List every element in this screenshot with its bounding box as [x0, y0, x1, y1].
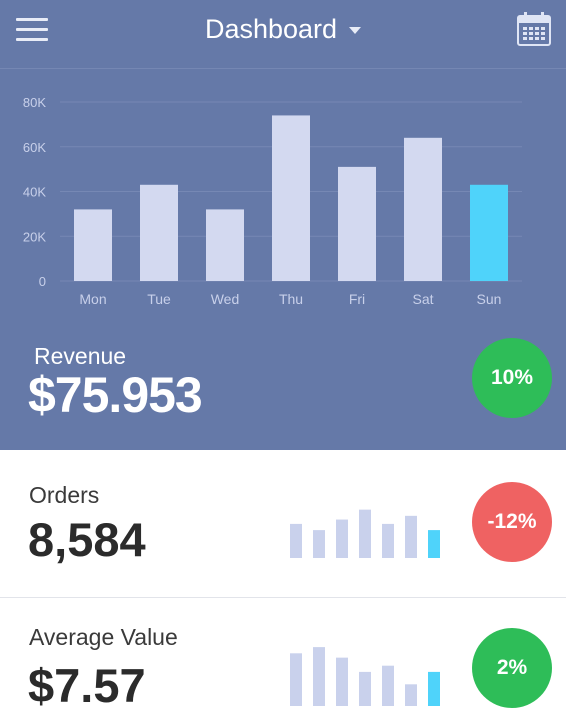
- average-value-trend-bar: [313, 647, 325, 706]
- y-tick-label: 80K: [23, 95, 46, 110]
- x-tick-label: Sun: [477, 291, 502, 307]
- x-tick-label: Fri: [349, 291, 365, 307]
- average-value-label: Average Value: [29, 624, 178, 650]
- average-value-card[interactable]: Average Value $7.57 2%: [0, 598, 566, 719]
- x-tick-label: Wed: [211, 291, 240, 307]
- average-value-trend-bar: [290, 653, 302, 706]
- average-value-trend-bar: [359, 671, 371, 706]
- hamburger-menu-icon[interactable]: [16, 16, 48, 44]
- bar-sat[interactable]: [404, 137, 442, 281]
- orders-trend-bar: [428, 530, 440, 558]
- average-value-trend-bar: [428, 671, 440, 706]
- orders-trend-sparkbars: [290, 509, 440, 558]
- orders-change-badge: -12%: [472, 482, 552, 562]
- divider: [0, 597, 566, 598]
- orders-trend-bar: [290, 523, 302, 558]
- orders-trend-bar: [359, 509, 371, 558]
- bar-mon[interactable]: [74, 209, 112, 281]
- orders-card[interactable]: Orders 8,584 -12%: [0, 450, 566, 597]
- average-value-trend-bar: [405, 684, 417, 706]
- bar-sun[interactable]: [470, 184, 508, 281]
- y-tick-label: 60K: [23, 140, 46, 155]
- revenue-label: Revenue: [34, 343, 127, 369]
- top-bar: Dashboard: [0, 0, 566, 69]
- orders-label: Orders: [29, 482, 100, 508]
- orders-trend-bar: [336, 519, 348, 558]
- page-title: Dashboard: [204, 14, 338, 44]
- x-tick-label: Thu: [279, 291, 303, 307]
- orders-trend-bar: [382, 523, 394, 558]
- orders-trend-bar: [313, 530, 325, 558]
- bar-thu[interactable]: [272, 115, 310, 281]
- average-value-trend-bar: [336, 657, 348, 706]
- orders-trend-bar: [405, 515, 417, 558]
- bar-tue[interactable]: [140, 184, 178, 281]
- dashboard-title-dropdown[interactable]: Dashboard: [204, 14, 362, 45]
- calendar-icon[interactable]: [516, 11, 552, 47]
- average-value-trend-bar: [382, 665, 394, 706]
- y-tick-label: 40K: [23, 185, 46, 200]
- y-tick-label: 20K: [23, 229, 46, 244]
- bar-wed[interactable]: [206, 209, 244, 281]
- revenue-value: $75.953: [28, 367, 203, 423]
- caret-down-icon: [349, 27, 362, 35]
- x-tick-label: Sat: [412, 291, 433, 307]
- x-tick-label: Mon: [79, 291, 106, 307]
- average-value-trend-sparkbars: [290, 647, 440, 706]
- x-tick-label: Tue: [147, 291, 171, 307]
- bar-fri[interactable]: [338, 166, 376, 281]
- revenue-panel: Dashboard 80K 60K 40K 20K 0 Mon Tue Wed Thu Fri Sa…: [0, 0, 566, 450]
- average-value-change-badge: 2%: [472, 628, 552, 708]
- revenue-change-badge: 10%: [472, 338, 552, 418]
- average-value-value: $7.57: [28, 659, 146, 712]
- y-tick-label: 0: [39, 274, 46, 289]
- weekly-revenue-chart: 80K 60K 40K 20K 0 Mon Tue Wed Thu Fri Sat Sun: [23, 95, 522, 307]
- orders-value: 8,584: [28, 513, 146, 566]
